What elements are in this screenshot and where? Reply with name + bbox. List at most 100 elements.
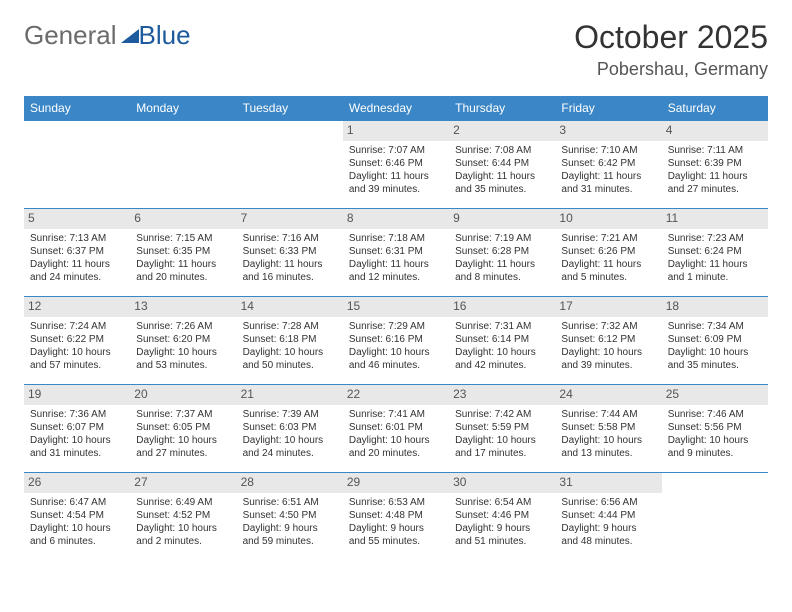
dow-wednesday: Wednesday: [343, 96, 449, 120]
sunrise-text: Sunrise: 7:21 AM: [561, 232, 655, 245]
daylight-text-2: and 1 minute.: [668, 271, 762, 284]
sunset-text: Sunset: 6:18 PM: [243, 333, 337, 346]
day-number: 26: [24, 473, 130, 493]
daylight-text-1: Daylight: 11 hours: [243, 258, 337, 271]
daylight-text-1: Daylight: 10 hours: [561, 434, 655, 447]
daylight-text-2: and 35 minutes.: [455, 183, 549, 196]
sunset-text: Sunset: 6:42 PM: [561, 157, 655, 170]
day-cell: 14Sunrise: 7:28 AMSunset: 6:18 PMDayligh…: [237, 296, 343, 384]
day-cell: 16Sunrise: 7:31 AMSunset: 6:14 PMDayligh…: [449, 296, 555, 384]
header: General Blue October 2025 Pobershau, Ger…: [24, 20, 768, 80]
sunset-text: Sunset: 6:03 PM: [243, 421, 337, 434]
day-number: 30: [449, 473, 555, 493]
day-cell: 24Sunrise: 7:44 AMSunset: 5:58 PMDayligh…: [555, 384, 661, 472]
daylight-text-2: and 59 minutes.: [243, 535, 337, 548]
daylight-text-1: Daylight: 11 hours: [561, 258, 655, 271]
daylight-text-1: Daylight: 10 hours: [243, 346, 337, 359]
sunrise-text: Sunrise: 7:31 AM: [455, 320, 549, 333]
daylight-text-1: Daylight: 11 hours: [668, 170, 762, 183]
sunrise-text: Sunrise: 6:54 AM: [455, 496, 549, 509]
daylight-text-2: and 20 minutes.: [136, 271, 230, 284]
daylight-text-2: and 13 minutes.: [561, 447, 655, 460]
daylight-text-2: and 55 minutes.: [349, 535, 443, 548]
sunset-text: Sunset: 5:59 PM: [455, 421, 549, 434]
day-cell: 31Sunrise: 6:56 AMSunset: 4:44 PMDayligh…: [555, 472, 661, 560]
daylight-text-2: and 24 minutes.: [30, 271, 124, 284]
day-number: 28: [237, 473, 343, 493]
sunrise-text: Sunrise: 6:51 AM: [243, 496, 337, 509]
dow-friday: Friday: [555, 96, 661, 120]
day-cell: 27Sunrise: 6:49 AMSunset: 4:52 PMDayligh…: [130, 472, 236, 560]
day-cell: 11Sunrise: 7:23 AMSunset: 6:24 PMDayligh…: [662, 208, 768, 296]
sunset-text: Sunset: 6:07 PM: [30, 421, 124, 434]
day-cell: 5Sunrise: 7:13 AMSunset: 6:37 PMDaylight…: [24, 208, 130, 296]
sunrise-text: Sunrise: 6:49 AM: [136, 496, 230, 509]
week-row: 19Sunrise: 7:36 AMSunset: 6:07 PMDayligh…: [24, 384, 768, 472]
day-number: 7: [237, 209, 343, 229]
day-number: 29: [343, 473, 449, 493]
daylight-text-2: and 20 minutes.: [349, 447, 443, 460]
daylight-text-1: Daylight: 10 hours: [243, 434, 337, 447]
day-cell: [237, 120, 343, 208]
sunrise-text: Sunrise: 7:42 AM: [455, 408, 549, 421]
daylight-text-1: Daylight: 10 hours: [349, 346, 443, 359]
day-cell: 25Sunrise: 7:46 AMSunset: 5:56 PMDayligh…: [662, 384, 768, 472]
sunrise-text: Sunrise: 7:36 AM: [30, 408, 124, 421]
day-cell: 23Sunrise: 7:42 AMSunset: 5:59 PMDayligh…: [449, 384, 555, 472]
sunset-text: Sunset: 6:16 PM: [349, 333, 443, 346]
day-cell: 26Sunrise: 6:47 AMSunset: 4:54 PMDayligh…: [24, 472, 130, 560]
sunset-text: Sunset: 6:28 PM: [455, 245, 549, 258]
day-number: 22: [343, 385, 449, 405]
day-cell: 7 Sunrise: 7:16 AMSunset: 6:33 PMDaylight…: [237, 208, 343, 296]
daylight-text-1: Daylight: 9 hours: [455, 522, 549, 535]
sunset-text: Sunset: 6:33 PM: [243, 245, 337, 258]
daylight-text-1: Daylight: 11 hours: [668, 258, 762, 271]
daylight-text-1: Daylight: 11 hours: [30, 258, 124, 271]
logo: General Blue: [24, 20, 191, 51]
day-cell: 29Sunrise: 6:53 AMSunset: 4:48 PMDayligh…: [343, 472, 449, 560]
sunrise-text: Sunrise: 7:16 AM: [243, 232, 337, 245]
daylight-text-2: and 5 minutes.: [561, 271, 655, 284]
daylight-text-1: Daylight: 10 hours: [349, 434, 443, 447]
dow-row: Sunday Monday Tuesday Wednesday Thursday…: [24, 96, 768, 120]
daylight-text-2: and 6 minutes.: [30, 535, 124, 548]
week-row: 12Sunrise: 7:24 AMSunset: 6:22 PMDayligh…: [24, 296, 768, 384]
daylight-text-1: Daylight: 10 hours: [455, 346, 549, 359]
sunrise-text: Sunrise: 7:32 AM: [561, 320, 655, 333]
sunrise-text: Sunrise: 7:10 AM: [561, 144, 655, 157]
day-cell: 9Sunrise: 7:19 AMSunset: 6:28 PMDaylight…: [449, 208, 555, 296]
day-cell: 3Sunrise: 7:10 AMSunset: 6:42 PMDaylight…: [555, 120, 661, 208]
day-number: 23: [449, 385, 555, 405]
sunset-text: Sunset: 4:50 PM: [243, 509, 337, 522]
sunrise-text: Sunrise: 6:53 AM: [349, 496, 443, 509]
day-cell: [24, 120, 130, 208]
daylight-text-2: and 8 minutes.: [455, 271, 549, 284]
day-number: 8: [343, 209, 449, 229]
sunrise-text: Sunrise: 7:23 AM: [668, 232, 762, 245]
sunset-text: Sunset: 6:20 PM: [136, 333, 230, 346]
daylight-text-2: and 2 minutes.: [136, 535, 230, 548]
sunset-text: Sunset: 4:44 PM: [561, 509, 655, 522]
logo-text-blue: Blue: [139, 20, 191, 51]
day-number: 2: [449, 121, 555, 141]
day-number: 3: [555, 121, 661, 141]
day-cell: 21Sunrise: 7:39 AMSunset: 6:03 PMDayligh…: [237, 384, 343, 472]
day-cell: 18Sunrise: 7:34 AMSunset: 6:09 PMDayligh…: [662, 296, 768, 384]
daylight-text-2: and 31 minutes.: [561, 183, 655, 196]
day-number: 31: [555, 473, 661, 493]
sunset-text: Sunset: 4:46 PM: [455, 509, 549, 522]
day-number: 13: [130, 297, 236, 317]
sunset-text: Sunset: 6:01 PM: [349, 421, 443, 434]
day-cell: 12Sunrise: 7:24 AMSunset: 6:22 PMDayligh…: [24, 296, 130, 384]
day-number: 4: [662, 121, 768, 141]
logo-text-general: General: [24, 20, 117, 51]
sunrise-text: Sunrise: 7:39 AM: [243, 408, 337, 421]
day-cell: 22Sunrise: 7:41 AMSunset: 6:01 PMDayligh…: [343, 384, 449, 472]
title-block: October 2025 Pobershau, Germany: [574, 20, 768, 80]
day-cell: 28Sunrise: 6:51 AMSunset: 4:50 PMDayligh…: [237, 472, 343, 560]
daylight-text-2: and 35 minutes.: [668, 359, 762, 372]
day-cell: 20Sunrise: 7:37 AMSunset: 6:05 PMDayligh…: [130, 384, 236, 472]
daylight-text-1: Daylight: 11 hours: [349, 170, 443, 183]
day-number: 16: [449, 297, 555, 317]
sunrise-text: Sunrise: 7:44 AM: [561, 408, 655, 421]
